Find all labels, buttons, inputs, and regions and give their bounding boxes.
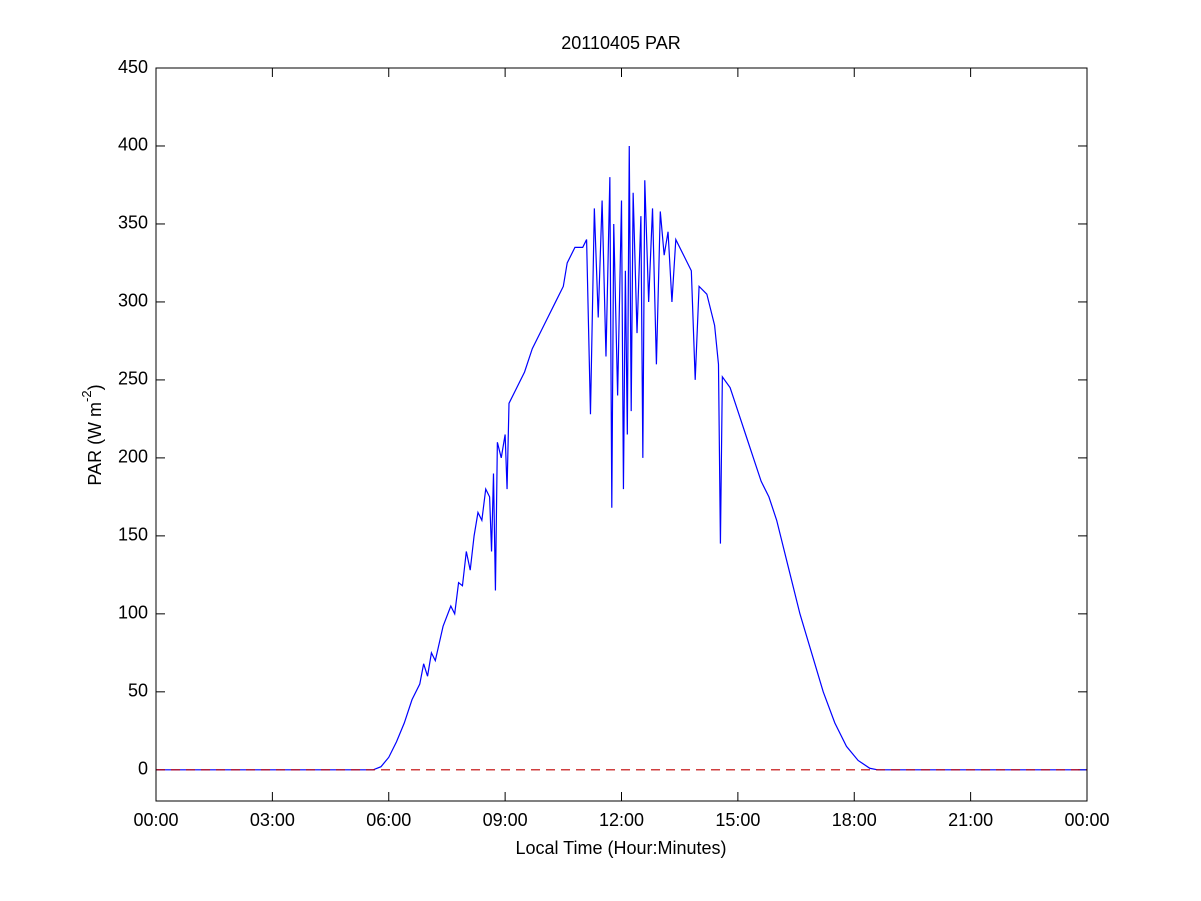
x-tick-label: 21:00 [948, 810, 993, 830]
y-tick-label: 300 [118, 291, 148, 311]
y-label-superscript: -2 [79, 390, 94, 402]
x-tick-label: 09:00 [483, 810, 528, 830]
plot-frame [155, 67, 1088, 802]
x-tick-label: 12:00 [599, 810, 644, 830]
y-tick-label: 150 [118, 525, 148, 545]
x-tick-label: 06:00 [366, 810, 411, 830]
y-tick-label: 400 [118, 135, 148, 155]
x-tick-label: 18:00 [832, 810, 877, 830]
y-tick-label: 0 [138, 759, 148, 779]
data-line [156, 145, 1087, 771]
x-tick-label: 00:00 [1064, 810, 1109, 830]
y-tick-label: 100 [118, 603, 148, 623]
y-label-suffix: ) [85, 384, 105, 390]
x-tick-label: 03:00 [250, 810, 295, 830]
y-tick-label: 50 [128, 681, 148, 701]
y-tick-label: 200 [118, 447, 148, 467]
y-label-text: PAR (W m [85, 402, 105, 486]
y-tick-label: 450 [118, 57, 148, 77]
y-tick-label: 250 [118, 369, 148, 389]
x-tick-label: 00:00 [133, 810, 178, 830]
y-axis-label: PAR (W m-2) [79, 384, 104, 485]
x-axis-label: Local Time (Hour:Minutes) [515, 838, 726, 858]
x-tick-label: 15:00 [715, 810, 760, 830]
chart-title: 20110405 PAR [561, 33, 680, 53]
y-tick-label: 350 [118, 213, 148, 233]
